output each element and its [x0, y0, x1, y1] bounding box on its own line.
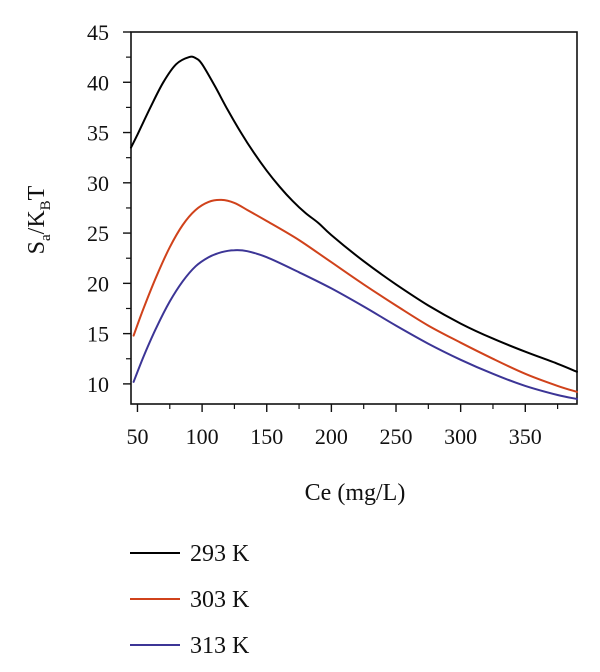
y-axis-title-mid: /K — [24, 210, 50, 235]
legend-label-293-k: 293 K — [190, 541, 250, 567]
y-tick-label: 10 — [87, 372, 109, 397]
x-axis-title: Ce (mg/L) — [305, 480, 406, 506]
x-tick-label: 150 — [250, 424, 283, 449]
x-tick-label: 250 — [380, 424, 413, 449]
y-tick-label: 40 — [87, 70, 109, 95]
y-axis-title-tail: T — [24, 185, 50, 200]
series-line-293-k — [130, 55, 578, 373]
x-tick-label: 100 — [186, 424, 219, 449]
x-tick-label: 50 — [126, 424, 148, 449]
y-tick-label: 30 — [87, 171, 109, 196]
x-tick-label: 350 — [509, 424, 542, 449]
y-tick-label: 45 — [87, 20, 109, 45]
axis-ticks — [123, 31, 559, 412]
y-axis-title-sub2: B — [38, 200, 54, 210]
y-tick-label: 35 — [87, 121, 109, 146]
series-lines — [130, 55, 578, 400]
y-tick-label: 15 — [87, 322, 109, 347]
axis-tick-labels: 50 100 150 200 250 300 350 10 15 20 25 30 35 40 45 — [87, 20, 542, 449]
y-tick-label: 25 — [87, 221, 109, 246]
series-line-303-k — [132, 198, 578, 393]
x-tick-label: 300 — [444, 424, 477, 449]
legend-label-303-k: 303 K — [190, 587, 250, 613]
legend-label-313-k: 313 K — [190, 633, 250, 659]
x-tick-label: 200 — [315, 424, 348, 449]
y-axis-title-sub1: a — [38, 234, 54, 241]
y-axis-title-main: S — [24, 241, 50, 254]
y-tick-label: 20 — [87, 271, 109, 296]
y-axis-title: Sa/KBT — [24, 185, 54, 254]
legend: 293 K 303 K 313 K — [130, 541, 250, 659]
series-line-313-k — [132, 249, 578, 400]
plot-frame — [130, 31, 578, 405]
